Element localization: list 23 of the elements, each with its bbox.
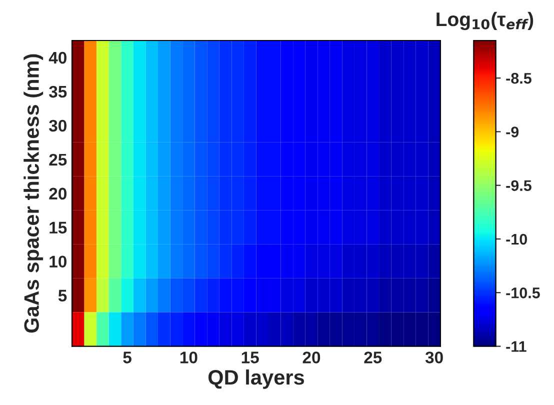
x-tick-label: 5 bbox=[123, 352, 132, 364]
y-tick-label: 25 bbox=[49, 154, 67, 166]
x-tick-label: 25 bbox=[364, 352, 382, 364]
x-tick-label: 10 bbox=[180, 352, 198, 364]
y-tick-label: 10 bbox=[50, 256, 66, 268]
color-bar-label: -10 bbox=[506, 234, 528, 245]
y-tick-label: 15 bbox=[50, 222, 67, 234]
y-tick-label: 20 bbox=[49, 188, 66, 200]
x-axis-title: QD layers bbox=[208, 369, 304, 389]
color-bar-title: Log$_{10}$(τ$_{eff}$) bbox=[436, 12, 534, 30]
color-bar-label: -9 bbox=[506, 126, 519, 138]
color-bar-label: -8.5 bbox=[506, 72, 532, 84]
color-bar-label: -11 bbox=[506, 341, 526, 352]
y-tick-label: 5 bbox=[58, 290, 67, 302]
x-tick-label: 30 bbox=[425, 352, 443, 364]
x-tick-label: 15 bbox=[242, 352, 259, 364]
y-axis-title: GaAs spacer thickness (nm) bbox=[24, 54, 44, 333]
y-tick-label: 30 bbox=[49, 120, 66, 132]
color-bar-label: -10.5 bbox=[506, 288, 540, 298]
x-tick-label: 20 bbox=[302, 352, 320, 364]
y-tick-label: 40 bbox=[48, 52, 66, 64]
color-bar-label: -9.5 bbox=[506, 180, 532, 192]
y-tick-label: 35 bbox=[49, 86, 67, 98]
